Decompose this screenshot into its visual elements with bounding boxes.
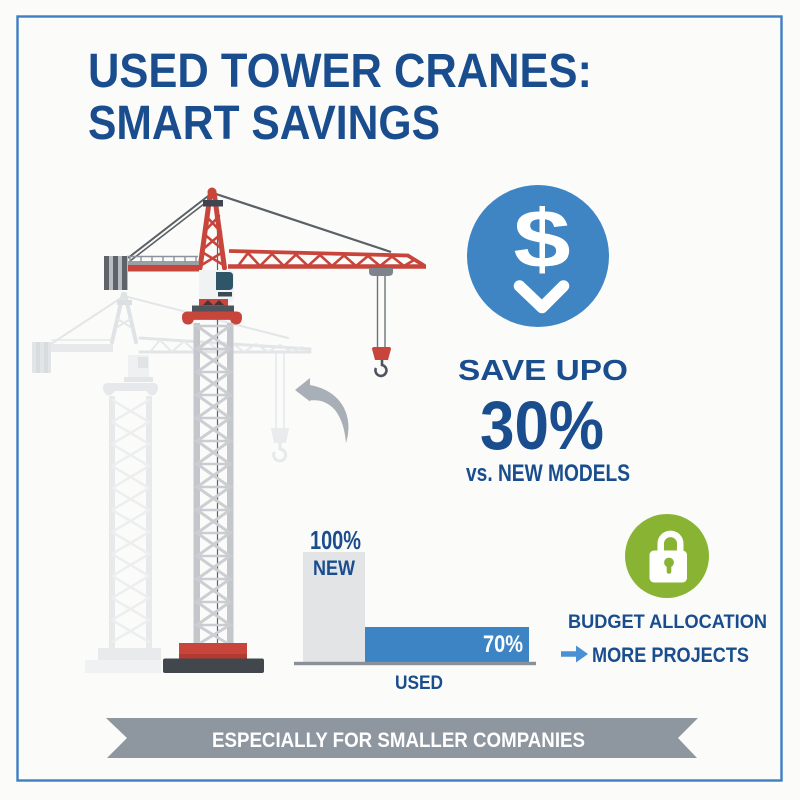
- svg-text:vs. NEW MODELS: vs. NEW MODELS: [466, 460, 630, 487]
- svg-text:BUDGET ALLOCATION: BUDGET ALLOCATION: [568, 612, 767, 633]
- svg-text:NEW: NEW: [313, 556, 356, 580]
- svg-text:30%: 30%: [480, 387, 604, 464]
- svg-text:USED TOWER CRANES:: USED TOWER CRANES:: [88, 45, 592, 98]
- svg-text:SMART SAVINGS: SMART SAVINGS: [88, 97, 440, 150]
- svg-text:SAVE UPO: SAVE UPO: [458, 355, 628, 387]
- svg-text:$: $: [513, 192, 570, 285]
- svg-text:100%: 100%: [310, 525, 361, 555]
- svg-text:MORE PROJECTS: MORE PROJECTS: [592, 643, 749, 667]
- svg-text:70%: 70%: [483, 631, 523, 658]
- svg-text:USED: USED: [395, 673, 443, 694]
- svg-text:ESPECIALLY FOR SMALLER COMPANI: ESPECIALLY FOR SMALLER COMPANIES: [212, 728, 585, 752]
